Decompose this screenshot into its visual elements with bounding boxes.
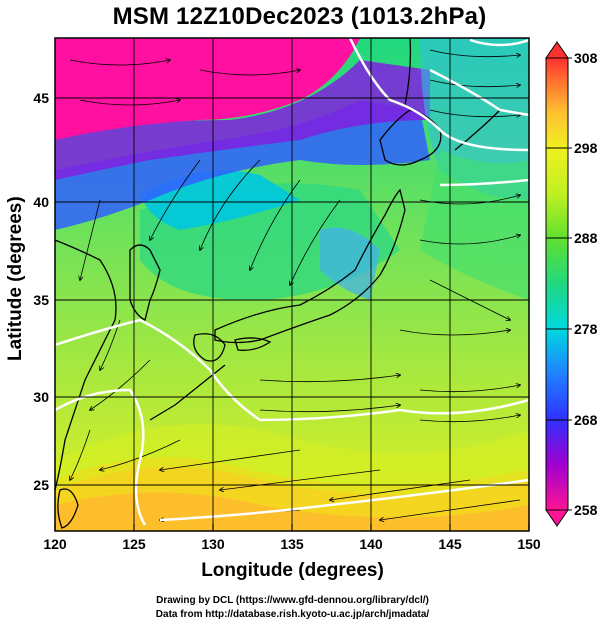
y-tick-label: 35 xyxy=(33,292,49,308)
colorbar-bottom-arrow xyxy=(545,509,569,527)
x-tick-label: 125 xyxy=(122,536,146,552)
credit-drawing: Drawing by DCL (https://www.gfd-dennou.o… xyxy=(156,595,429,606)
x-tick-label: 130 xyxy=(201,536,225,552)
x-tick-label: 150 xyxy=(517,536,541,552)
x-tick-label: 120 xyxy=(43,536,67,552)
colorbar-tick-label: 258 xyxy=(574,502,598,518)
y-tick-label: 30 xyxy=(33,389,49,405)
contour-lines xyxy=(55,38,529,526)
y-axis-label: Latitude (degrees) xyxy=(5,196,26,361)
map-title: MSM 12Z10Dec2023 (1013.2hPa) xyxy=(112,3,487,30)
colorbar-tick-label: 298 xyxy=(574,140,598,156)
colorbar-tick-label: 268 xyxy=(574,412,598,428)
colorbar-scale xyxy=(545,57,569,511)
colorbar-tick-label: 288 xyxy=(574,230,598,246)
graticule xyxy=(55,38,529,531)
x-tick-marks xyxy=(54,524,530,531)
credit-data-source: Data from http://database.rish.kyoto-u.a… xyxy=(155,609,430,620)
x-tick-label: 145 xyxy=(438,536,462,552)
y-tick-label: 40 xyxy=(33,194,49,210)
colorbar-tick-label: 308 xyxy=(574,50,598,66)
y-tick-label: 45 xyxy=(33,90,49,106)
colorbar: 308 298 288 278 268 258 xyxy=(545,41,598,527)
colorbar-top-arrow xyxy=(545,41,569,59)
x-tick-label: 140 xyxy=(359,536,383,552)
x-axis-label: Longitude (degrees) xyxy=(201,560,384,581)
y-tick-label: 25 xyxy=(33,477,49,493)
x-tick-label: 135 xyxy=(280,536,304,552)
colorbar-tick-label: 278 xyxy=(574,321,598,337)
